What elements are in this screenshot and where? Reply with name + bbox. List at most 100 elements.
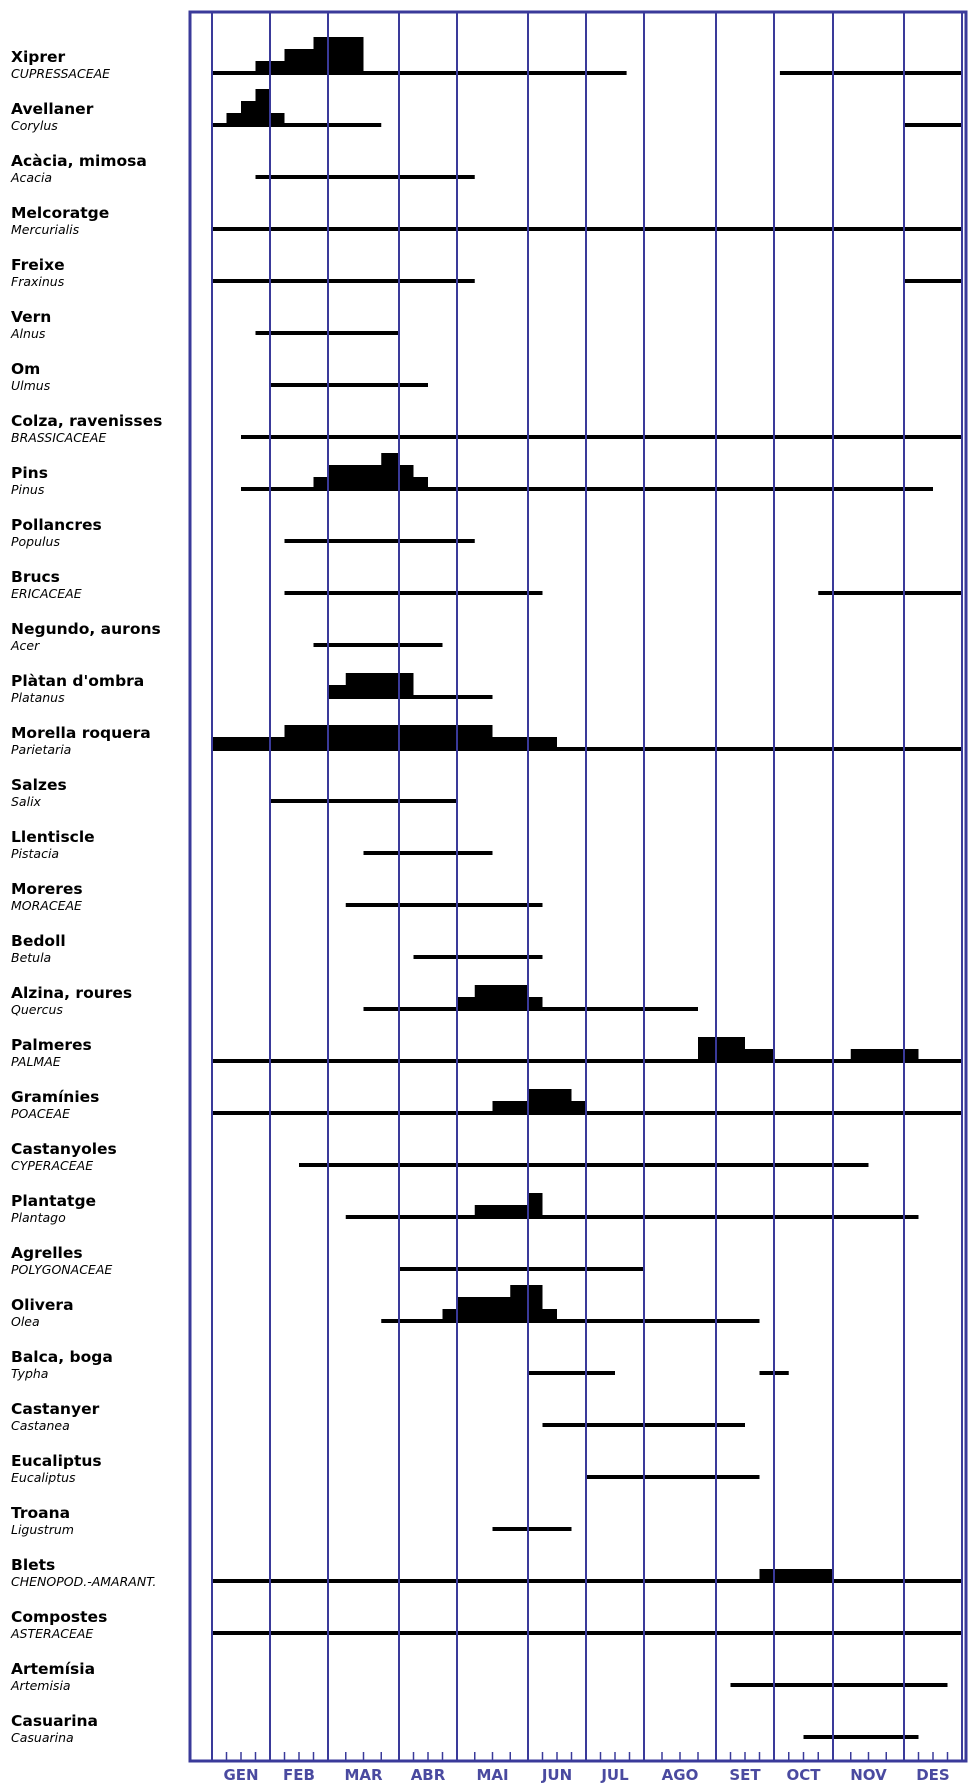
taxon-scientific-name: CYPERACEAE (11, 1158, 94, 1173)
pollen-period-bar (779, 71, 962, 75)
taxon-label: Freixe Fraxinus (11, 256, 191, 289)
taxon-scientific-name: Acacia (11, 170, 53, 185)
pollen-period-bar (413, 955, 543, 959)
taxon-scientific-name: Platanus (11, 690, 65, 705)
taxon-label: Casuarina Casuarina (11, 1712, 191, 1745)
month-label: SET (729, 1766, 761, 1784)
pollen-period-bar (284, 539, 475, 543)
taxon-scientific-name: Acer (11, 638, 40, 653)
pollen-period-bar (270, 383, 428, 387)
taxon-common-name: Pins (11, 464, 48, 482)
taxon-label: Plantatge Plantago (11, 1192, 191, 1225)
taxon-scientific-name: Populus (11, 534, 60, 549)
taxon-scientific-name: Mercurialis (11, 222, 80, 237)
taxon-label: Castanyer Castanea (11, 1400, 191, 1433)
taxon-common-name: Pollancres (11, 516, 102, 534)
pollen-peak-block (528, 1193, 543, 1217)
taxon-common-name: Salzes (11, 776, 67, 794)
taxon-common-name: Olivera (11, 1296, 74, 1314)
taxon-common-name: Troana (11, 1504, 71, 1522)
taxon-label: Castanyoles CYPERACEAE (11, 1140, 191, 1173)
taxon-common-name: Vern (11, 308, 52, 326)
taxon-common-name: Morella roquera (11, 724, 151, 742)
month-label: DES (916, 1766, 950, 1784)
month-label: MAI (476, 1766, 508, 1784)
taxon-label: Blets CHENOPOD.-AMARANT. (11, 1556, 191, 1589)
taxon-common-name: Moreres (11, 880, 83, 898)
taxon-common-name: Palmeres (11, 1036, 92, 1054)
pollen-peak-block (284, 725, 493, 749)
taxon-scientific-name: Casuarina (11, 1730, 74, 1745)
taxon-common-name: Bedoll (11, 932, 66, 950)
taxon-label: Artemísia Artemisia (11, 1660, 191, 1693)
pollen-period-bar (730, 1683, 948, 1687)
taxon-label: Olivera Olea (11, 1296, 191, 1329)
month-label: AGO (662, 1766, 699, 1784)
taxon-scientific-name: ASTERACEAE (11, 1626, 94, 1641)
taxon-scientific-name: POLYGONACEAE (11, 1262, 113, 1277)
taxon-label: Gramínies POACEAE (11, 1088, 191, 1121)
taxon-common-name: Negundo, aurons (11, 620, 161, 638)
taxon-label: Avellaner Corylus (11, 100, 191, 133)
taxon-scientific-name: PALMAE (11, 1054, 61, 1069)
pollen-peak-block (255, 89, 270, 125)
pollen-period-bar (299, 1163, 869, 1167)
pollen-period-bar (528, 1371, 615, 1375)
taxon-scientific-name: Typha (11, 1366, 49, 1381)
pollen-peak-block (381, 453, 399, 489)
pollen-period-bar (803, 1735, 919, 1739)
month-label: NOV (850, 1766, 887, 1784)
taxon-common-name: Colza, ravenisses (11, 412, 163, 430)
taxon-label: Vern Alnus (11, 308, 191, 341)
pollen-period-bar (255, 175, 475, 179)
taxon-scientific-name: Pistacia (11, 846, 60, 861)
taxon-common-name: Compostes (11, 1608, 108, 1626)
taxon-label: Brucs ERICACEAE (11, 568, 191, 601)
taxon-label: Xiprer CUPRESSACEAE (11, 48, 191, 81)
taxon-common-name: Casuarina (11, 1712, 99, 1730)
taxon-scientific-name: CUPRESSACEAE (11, 66, 111, 81)
taxon-scientific-name: MORACEAE (11, 898, 82, 913)
pollen-peak-block (698, 1037, 745, 1061)
taxon-common-name: Freixe (11, 256, 65, 274)
taxon-common-name: Avellaner (11, 100, 94, 118)
pollen-period-bar (492, 1527, 572, 1531)
pollen-period-bar (212, 279, 475, 283)
taxon-label: Om Ulmus (11, 360, 191, 393)
taxon-scientific-name: Betula (11, 950, 52, 965)
taxon-label: Moreres MORACEAE (11, 880, 191, 913)
chart-frame (188, 10, 968, 1763)
taxon-scientific-name: Salix (11, 794, 41, 809)
taxon-scientific-name: Ligustrum (11, 1522, 74, 1537)
pollen-period-bar (586, 1475, 760, 1479)
taxon-scientific-name: CHENOPOD.-AMARANT. (11, 1574, 157, 1589)
taxon-label: Pollancres Populus (11, 516, 191, 549)
pollen-peak-block (510, 1285, 543, 1321)
pollen-peak-block (528, 1089, 572, 1113)
taxon-scientific-name: Castanea (11, 1418, 70, 1433)
taxon-label: Alzina, roures Quercus (11, 984, 191, 1017)
taxon-labels: Xiprer CUPRESSACEAE Avellaner Corylus Acàcia… (0, 0, 190, 1785)
pollen-peak-block (850, 1049, 919, 1061)
month-label: ABR (411, 1766, 446, 1784)
taxon-scientific-name: Artemisia (11, 1678, 71, 1693)
taxon-label: Plàtan d'ombra Platanus (11, 672, 191, 705)
pollen-period-bar (212, 71, 627, 75)
pollen-period-bar (345, 903, 543, 907)
taxon-label: Negundo, aurons Acer (11, 620, 191, 653)
taxon-common-name: Llentiscle (11, 828, 95, 846)
taxon-scientific-name: Olea (11, 1314, 40, 1329)
taxon-label: Bedoll Betula (11, 932, 191, 965)
pollen-peak-block (474, 1205, 543, 1217)
taxon-scientific-name: Quercus (11, 1002, 63, 1017)
month-label: OCT (787, 1766, 822, 1784)
taxon-common-name: Melcoratge (11, 204, 110, 222)
pollen-period-bar (241, 435, 962, 439)
taxon-scientific-name: Pinus (11, 482, 45, 497)
pollen-peak-block (328, 465, 414, 489)
taxon-label: Acàcia, mimosa Acacia (11, 152, 191, 185)
taxon-scientific-name: Corylus (11, 118, 58, 133)
taxon-scientific-name: POACEAE (11, 1106, 71, 1121)
taxon-common-name: Eucaliptus (11, 1452, 102, 1470)
taxon-label: Eucaliptus Eucaliptus (11, 1452, 191, 1485)
